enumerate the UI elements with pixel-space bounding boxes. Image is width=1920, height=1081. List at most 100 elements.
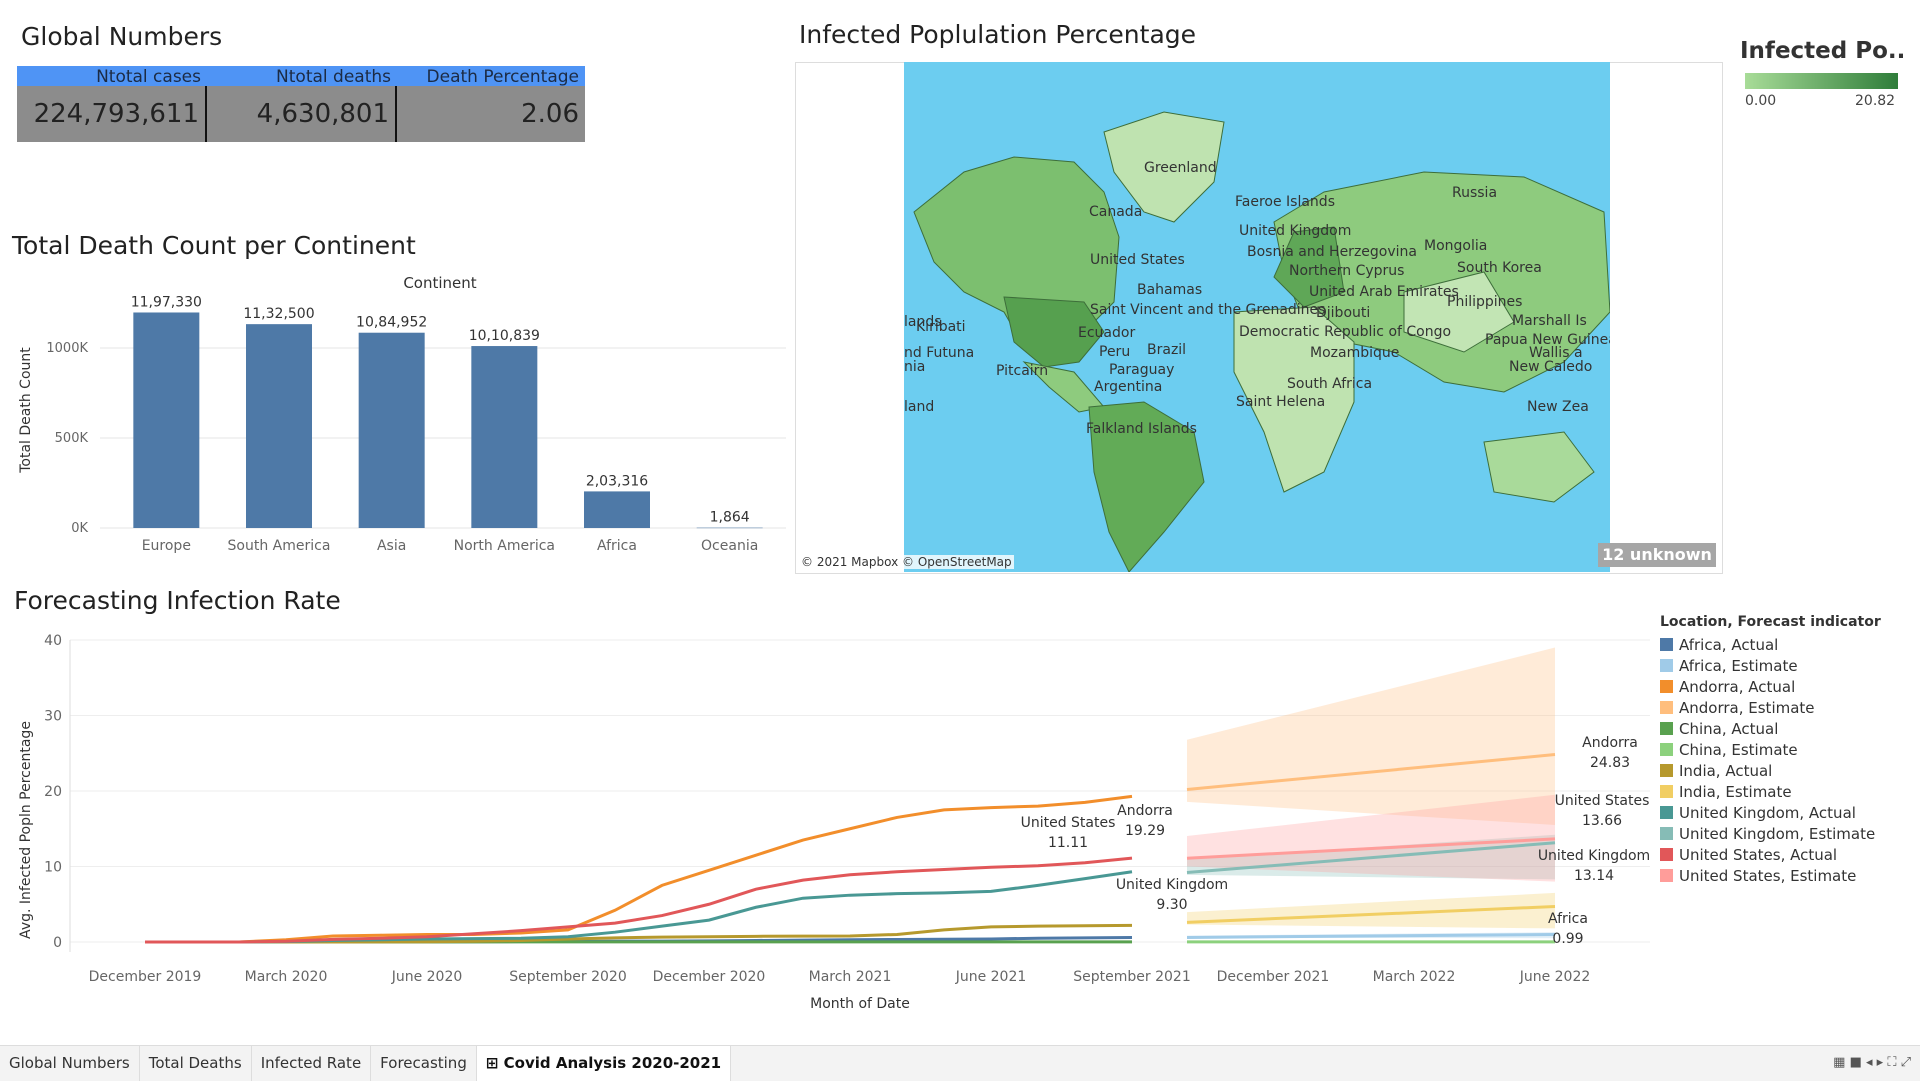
map-label-ecuador[interactable]: Ecuador (1078, 325, 1135, 341)
tab-total-deaths[interactable]: Total Deaths (140, 1046, 252, 1081)
forecast-ytick: 40 (44, 633, 62, 649)
header-death-percentage[interactable]: Death Percentage (397, 66, 585, 86)
death-bar-south-america[interactable] (246, 324, 312, 528)
tab-covid-analysis[interactable]: ⊞ Covid Analysis 2020-2021 (477, 1046, 731, 1081)
death-bar-label: 10,84,952 (356, 315, 427, 331)
map-label-brazil[interactable]: Brazil (1147, 342, 1186, 358)
forecast-legend-item[interactable]: Andorra, Actual (1660, 676, 1918, 697)
forecast-legend-item[interactable]: Africa, Estimate (1660, 655, 1918, 676)
value-total-cases[interactable]: 224,793,611 (17, 86, 207, 142)
forecast-annotation-value: 0.99 (1552, 931, 1583, 947)
death-bar-north-america[interactable] (471, 346, 537, 528)
map-label-bosnia-and-herzegovina[interactable]: Bosnia and Herzegovina (1247, 244, 1417, 260)
forecast-legend-item[interactable]: Andorra, Estimate (1660, 697, 1918, 718)
forecast-annotation-label: United States (1555, 793, 1650, 809)
map-label-russia[interactable]: Russia (1452, 185, 1497, 201)
map-label-northern-cyprus[interactable]: Northern Cyprus (1289, 263, 1404, 279)
forecast-legend-item[interactable]: India, Actual (1660, 760, 1918, 781)
map-label-bahamas[interactable]: Bahamas (1137, 282, 1202, 298)
forecast-annotation-value: 13.66 (1582, 813, 1622, 829)
value-death-percentage[interactable]: 2.06 (397, 86, 585, 142)
map-label-pitcairn[interactable]: Pitcairn (996, 363, 1048, 379)
forecast-ytick: 20 (44, 784, 62, 800)
map-label-new-zea[interactable]: New Zea (1527, 399, 1589, 415)
forecast-ylabel: Avg. Infected Popln Percentage (18, 721, 34, 939)
header-total-cases[interactable]: Ntotal cases (17, 66, 207, 86)
map-label-argentina[interactable]: Argentina (1094, 379, 1162, 395)
map-label-mongolia[interactable]: Mongolia (1424, 238, 1487, 254)
world-map[interactable]: Greenland Faeroe Islands Russia Canada Unite… (904, 62, 1610, 572)
map-label-marshall-is[interactable]: Marshall Is (1512, 313, 1587, 329)
value-total-deaths[interactable]: 4,630,801 (207, 86, 397, 142)
next-tab-icon[interactable]: ▸ (1877, 1055, 1884, 1070)
legend-swatch (1660, 659, 1673, 672)
fit-icon[interactable]: ⛶ (1887, 1055, 1896, 1070)
header-total-deaths[interactable]: Ntotal deaths (207, 66, 397, 86)
map-label-south-africa[interactable]: South Africa (1287, 376, 1372, 392)
legend-label: United Kingdom, Estimate (1679, 825, 1875, 843)
death-ytick: 0K (71, 521, 88, 536)
sheet-tab-bar: Global Numbers Total Deaths Infected Rat… (0, 1045, 1920, 1081)
map-label-djibouti[interactable]: Djibouti (1316, 305, 1370, 321)
forecast-legend-item[interactable]: United Kingdom, Actual (1660, 802, 1918, 823)
fullscreen-icon[interactable]: ⤢ (1901, 1055, 1911, 1070)
forecast-legend-item[interactable]: United Kingdom, Estimate (1660, 823, 1918, 844)
map-label-paraguay[interactable]: Paraguay (1109, 362, 1174, 378)
forecast-legend-item[interactable]: United States, Actual (1660, 844, 1918, 865)
unknown-locations-badge[interactable]: 12 unknown (1598, 543, 1716, 567)
map-label-falkland-islands[interactable]: Falkland Islands (1086, 421, 1197, 437)
map-label-lands[interactable]: lands (904, 314, 942, 330)
map-label-philippines[interactable]: Philippines (1447, 294, 1522, 310)
forecast-annotation-label: Africa (1548, 911, 1588, 927)
forecast-ytick: 0 (53, 935, 62, 951)
map-legend-gradient (1745, 73, 1898, 89)
map-label-united-states[interactable]: United States (1090, 252, 1185, 268)
forecast-xtick: June 2021 (955, 969, 1027, 985)
filmstrip-icon[interactable]: ■ (1850, 1055, 1862, 1070)
map-label-united-kingdom[interactable]: United Kingdom (1239, 223, 1351, 239)
forecast-legend-item[interactable]: Africa, Actual (1660, 634, 1918, 655)
legend-label: Africa, Estimate (1679, 657, 1798, 675)
legend-label: China, Actual (1679, 720, 1778, 738)
legend-swatch (1660, 827, 1673, 840)
forecast-xtick: March 2022 (1373, 969, 1456, 985)
forecast-ytick: 10 (44, 860, 62, 876)
map-label-land[interactable]: land (904, 399, 934, 415)
map-label-united-arab-emirates[interactable]: United Arab Emirates (1309, 284, 1459, 300)
map-label-greenland[interactable]: Greenland (1144, 160, 1217, 176)
map-label-canada[interactable]: Canada (1089, 204, 1142, 220)
tab-forecasting[interactable]: Forecasting (371, 1046, 477, 1081)
map-label-mozambique[interactable]: Mozambique (1310, 345, 1399, 361)
tab-nav-controls[interactable]: ▦ ■ ◂ ▸ ⛶ ⤢ (1824, 1046, 1920, 1081)
forecast-line-united-kingdom-actual[interactable] (145, 872, 1132, 942)
legend-label: India, Estimate (1679, 783, 1792, 801)
map-label-peru[interactable]: Peru (1099, 344, 1130, 360)
prev-tab-icon[interactable]: ◂ (1866, 1055, 1873, 1070)
map-label-south-korea[interactable]: South Korea (1457, 260, 1542, 276)
map-label-democratic-republic-of-congo[interactable]: Democratic Republic of Congo (1239, 324, 1451, 340)
map-label-nia[interactable]: nia (904, 359, 925, 375)
map-label-saint-vincent-and-the-grenadines[interactable]: Saint Vincent and the Grenadines (1090, 302, 1325, 318)
legend-label: Africa, Actual (1679, 636, 1778, 654)
death-bar-asia[interactable] (359, 333, 425, 528)
forecast-legend-item[interactable]: India, Estimate (1660, 781, 1918, 802)
legend-swatch (1660, 869, 1673, 882)
map-label-new-caledo[interactable]: New Caledo (1509, 359, 1592, 375)
death-ytick: 1000K (46, 341, 88, 356)
dashboard-icon: ⊞ (486, 1054, 504, 1072)
forecast-legend-item[interactable]: China, Estimate (1660, 739, 1918, 760)
tab-infected-rate[interactable]: Infected Rate (252, 1046, 371, 1081)
death-xtick: Europe (142, 538, 191, 554)
death-bar-europe[interactable] (133, 312, 199, 528)
grid-view-icon[interactable]: ▦ (1833, 1055, 1845, 1070)
map-legend-min: 0.00 (1745, 93, 1776, 109)
forecast-legend-title: Location, Forecast indicator (1660, 614, 1918, 630)
tab-global-numbers[interactable]: Global Numbers (0, 1046, 140, 1081)
forecast-legend-item[interactable]: China, Actual (1660, 718, 1918, 739)
death-bar-oceania[interactable] (697, 528, 763, 529)
map-label-faeroe-islands[interactable]: Faeroe Islands (1235, 194, 1335, 210)
forecast-xlabel: Month of Date (810, 996, 910, 1012)
map-label-saint-helena[interactable]: Saint Helena (1236, 394, 1325, 410)
forecast-legend-item[interactable]: United States, Estimate (1660, 865, 1918, 886)
death-bar-africa[interactable] (584, 491, 650, 528)
